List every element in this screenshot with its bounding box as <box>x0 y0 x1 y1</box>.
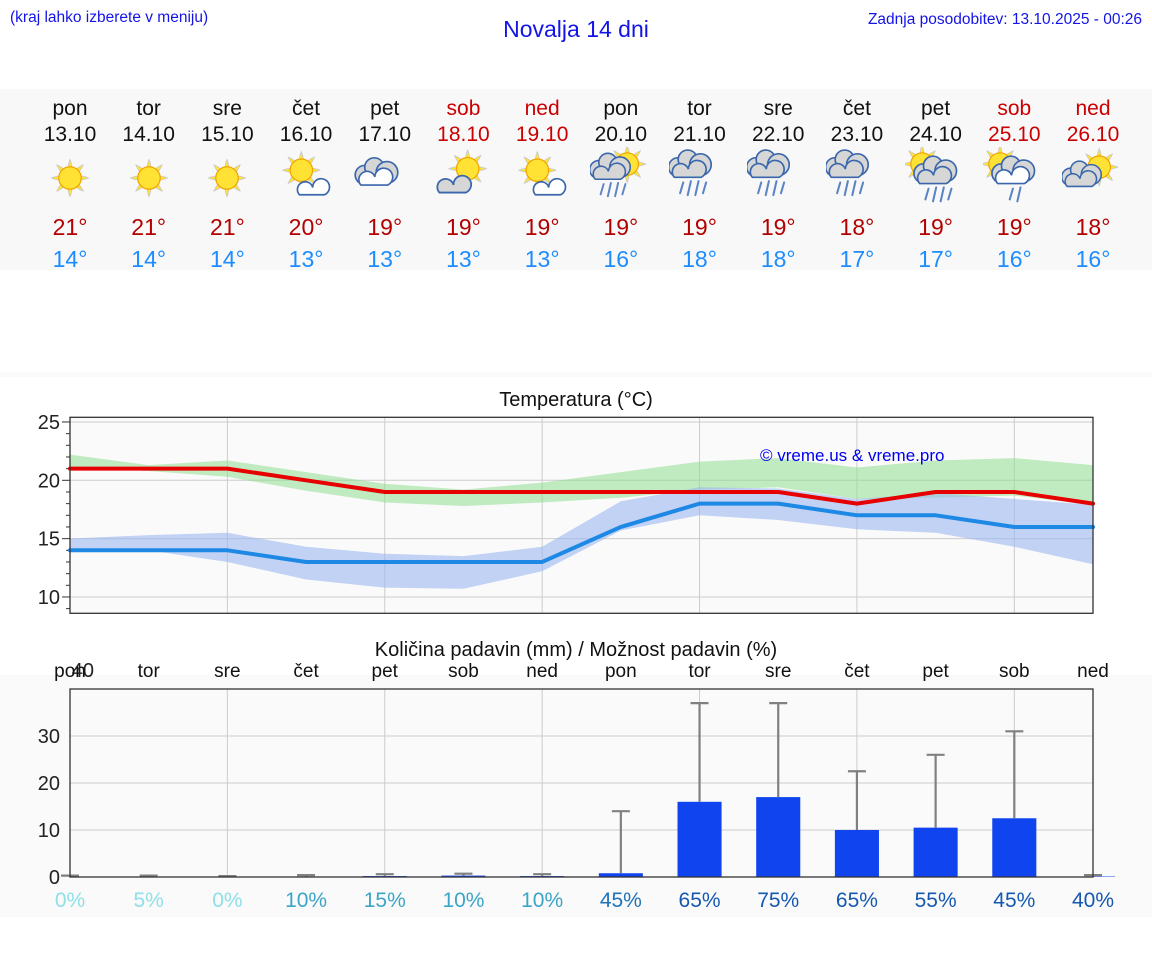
svg-text:15%: 15% <box>364 889 406 912</box>
svg-text:© vreme.us & vreme.pro: © vreme.us & vreme.pro <box>760 446 944 465</box>
svg-text:45%: 45% <box>993 889 1035 912</box>
svg-text:65%: 65% <box>836 889 878 912</box>
svg-text:sob: sob <box>999 661 1030 682</box>
svg-text:pon: pon <box>54 661 86 682</box>
svg-text:20: 20 <box>38 773 60 795</box>
svg-text:tor: tor <box>138 661 161 682</box>
svg-text:pet: pet <box>372 661 399 682</box>
svg-text:0%: 0% <box>212 889 242 912</box>
svg-text:65%: 65% <box>679 889 721 912</box>
svg-text:sre: sre <box>765 661 791 682</box>
svg-text:75%: 75% <box>757 889 799 912</box>
svg-text:10: 10 <box>38 820 60 842</box>
svg-text:5%: 5% <box>134 889 164 912</box>
svg-text:čet: čet <box>293 661 319 682</box>
svg-text:10%: 10% <box>521 889 563 912</box>
svg-text:45%: 45% <box>600 889 642 912</box>
svg-text:sre: sre <box>214 661 240 682</box>
svg-text:pon: pon <box>605 661 637 682</box>
svg-text:20: 20 <box>38 470 60 492</box>
svg-text:ned: ned <box>1077 661 1109 682</box>
svg-text:15: 15 <box>38 529 60 551</box>
svg-text:0%: 0% <box>55 889 85 912</box>
svg-text:tor: tor <box>688 661 711 682</box>
svg-text:10%: 10% <box>442 889 484 912</box>
svg-text:pet: pet <box>922 661 949 682</box>
svg-text:30: 30 <box>38 726 60 748</box>
svg-text:10%: 10% <box>285 889 327 912</box>
svg-text:10: 10 <box>38 587 60 609</box>
svg-text:čet: čet <box>844 661 870 682</box>
svg-text:0: 0 <box>49 867 60 889</box>
svg-text:55%: 55% <box>915 889 957 912</box>
svg-text:40%: 40% <box>1072 889 1114 912</box>
svg-text:ned: ned <box>526 661 558 682</box>
svg-text:25: 25 <box>38 412 60 434</box>
svg-text:sob: sob <box>448 661 479 682</box>
